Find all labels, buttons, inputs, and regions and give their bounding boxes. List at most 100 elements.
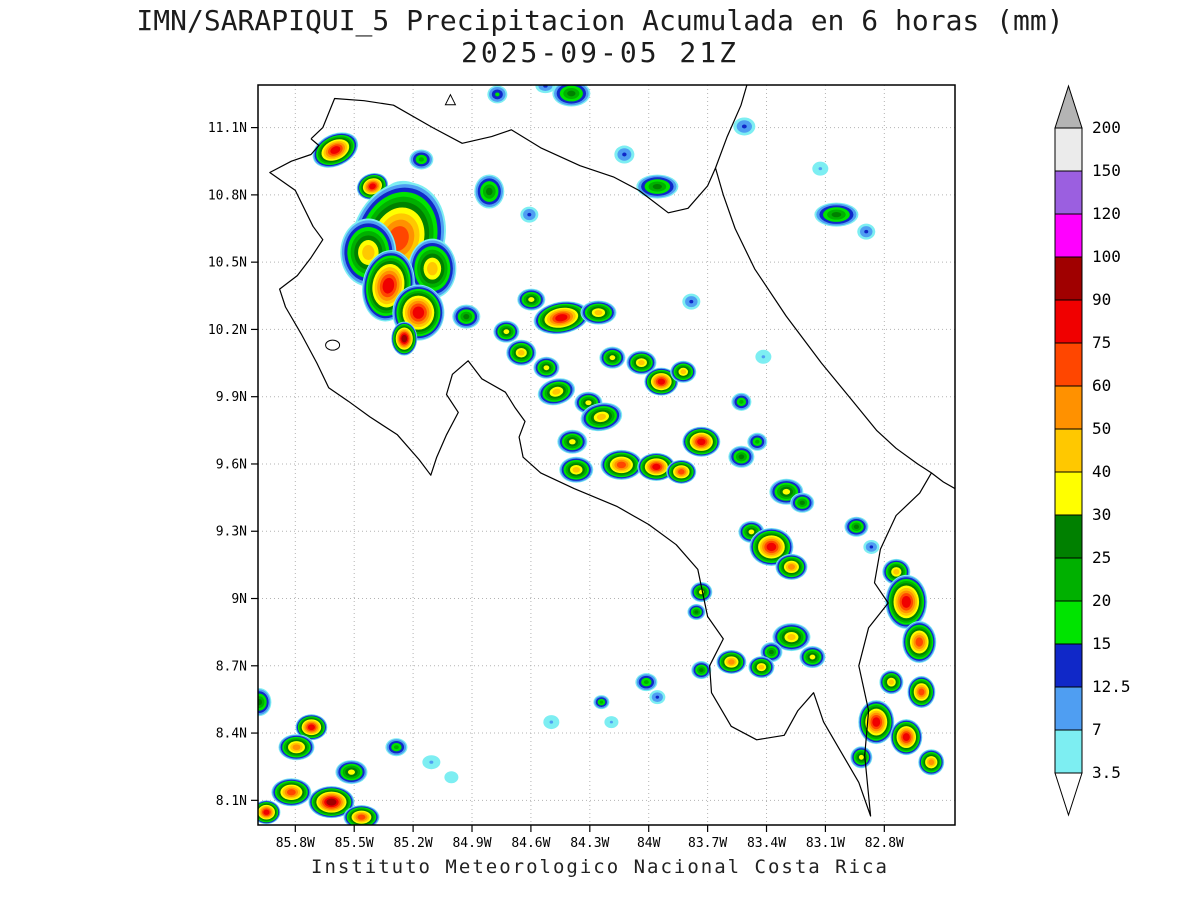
colorbar-label: 3.5	[1092, 763, 1121, 782]
x-tick-label: 85.5W	[335, 836, 374, 851]
precip-cell	[533, 301, 590, 335]
precip-cell	[918, 749, 945, 776]
precip-cell	[748, 656, 775, 679]
precip-cell	[879, 670, 904, 695]
precip-contour	[818, 167, 823, 171]
precip-contour	[872, 717, 881, 727]
coastlines	[269, 85, 955, 817]
precip-cell	[687, 603, 706, 620]
colorbar-label: 100	[1092, 247, 1121, 266]
precip-contour	[694, 610, 699, 614]
precip-cell	[885, 574, 928, 629]
precip-contour	[853, 524, 860, 529]
precip-cell	[312, 132, 359, 168]
colorbar-label: 90	[1092, 290, 1111, 309]
precip-contour	[915, 637, 924, 647]
precip-contour	[517, 349, 525, 356]
precip-cell	[335, 760, 368, 785]
colorbar-segment	[1054, 127, 1083, 172]
colorbar-segment	[1054, 299, 1083, 344]
colorbar-label: 30	[1092, 505, 1111, 524]
precip-contour	[527, 212, 532, 217]
precip-cell	[733, 117, 756, 136]
precip-cell	[604, 716, 619, 729]
y-tick-label: 9.6N	[216, 457, 247, 472]
figure-valid-time: 2025-09-05 21Z	[460, 36, 739, 69]
precip-cell	[775, 553, 808, 580]
colorbar-label: 25	[1092, 548, 1111, 567]
precip-cell	[902, 621, 937, 664]
colorbar-segment	[1054, 342, 1083, 387]
y-tick-label: 9.3N	[216, 525, 247, 540]
x-tick-label: 85.2W	[394, 836, 433, 851]
precip-contour	[528, 297, 535, 303]
precip-cell	[391, 321, 418, 356]
precip-cell	[882, 558, 911, 585]
precip-contour	[585, 400, 592, 406]
colorbar-segment	[1054, 428, 1083, 473]
precip-contour	[769, 649, 774, 655]
precip-cell	[626, 350, 657, 375]
colorbar-segment	[1054, 471, 1083, 516]
x-tick-label: 85.8W	[276, 836, 315, 851]
colorbar-segment	[1054, 385, 1083, 430]
precip-cell	[716, 649, 747, 674]
y-tick-label: 9.9N	[216, 390, 247, 405]
precip-cell	[858, 700, 895, 745]
precip-cell	[670, 360, 697, 383]
precip-contour	[569, 439, 576, 445]
precip-cell	[844, 516, 869, 537]
precip-cell	[543, 715, 560, 730]
x-tick-label: 82.8W	[865, 836, 904, 851]
precip-contour	[787, 634, 796, 641]
precip-cell	[614, 145, 635, 164]
precip-contour	[638, 359, 645, 366]
precip-contour	[657, 378, 666, 385]
precip-cell	[258, 800, 281, 825]
precip-cell	[580, 300, 617, 325]
precip-cell	[271, 778, 312, 807]
precip-contour	[549, 720, 554, 724]
precip-contour	[782, 488, 791, 495]
colorbar-label: 15	[1092, 634, 1111, 653]
inland-water	[325, 339, 341, 351]
precip-contour	[622, 152, 627, 157]
precip-contour	[286, 789, 296, 796]
precip-contour	[858, 754, 864, 760]
y-tick-label: 8.7N	[216, 659, 247, 674]
precip-contour	[831, 211, 842, 218]
colorbar-label: 40	[1092, 462, 1111, 481]
panama-coastline	[931, 472, 955, 490]
precip-cell	[691, 661, 712, 680]
precip-contour	[258, 699, 263, 706]
precip-contour	[401, 334, 408, 343]
precip-cell	[385, 738, 408, 757]
precip-contour	[463, 314, 470, 320]
precip-cell	[278, 734, 315, 761]
x-tick-label: 84.6W	[511, 836, 550, 851]
precip-contour	[755, 439, 760, 444]
figure-footer: Instituto Meteorologico Nacional Costa R…	[311, 856, 889, 878]
precip-cell	[731, 392, 752, 411]
precip-contour	[888, 679, 895, 685]
precip-cell	[552, 85, 591, 107]
precip-cell	[474, 174, 505, 209]
precip-cell	[790, 492, 815, 513]
y-tick-label: 8.4N	[216, 727, 247, 742]
x-tick-label: 83.1W	[806, 836, 845, 851]
precip-cell	[520, 206, 539, 223]
precip-contour	[594, 309, 603, 316]
colorbar-segment	[1054, 600, 1083, 645]
precip-contour	[572, 466, 581, 473]
x-tick-label: 84.3W	[570, 836, 609, 851]
precip-contour	[485, 187, 493, 196]
precip-contour	[864, 229, 869, 234]
precip-cell	[890, 719, 923, 756]
precip-contour	[655, 695, 660, 699]
precip-contour	[567, 90, 576, 97]
colorbar-segment	[1054, 557, 1083, 602]
y-tick-label: 10.5N	[208, 256, 247, 271]
precip-contour	[362, 245, 375, 260]
axes: 85.8W 85.5W 85.2W 84.9W 84.6W 84.3W 84W 83.7W 83…	[208, 121, 904, 851]
colorbar-label: 200	[1092, 118, 1121, 137]
